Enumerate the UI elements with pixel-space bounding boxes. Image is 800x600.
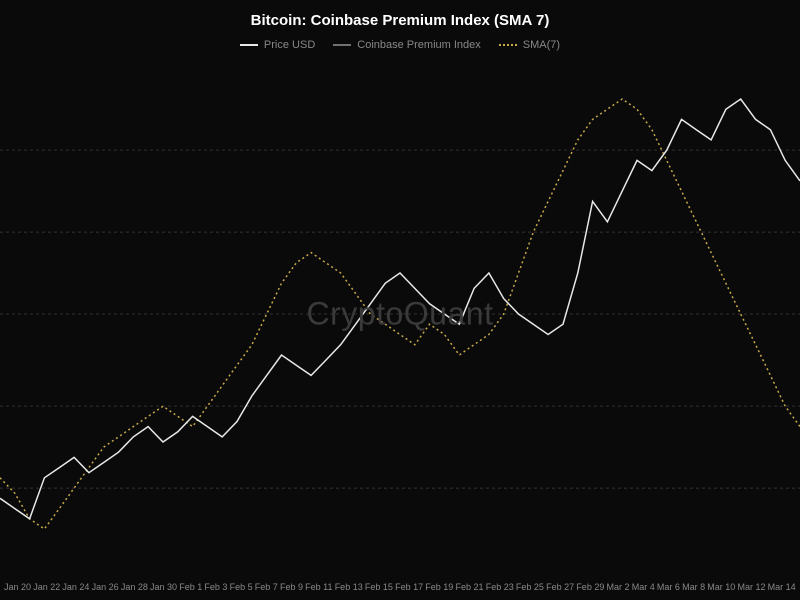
x-tick: Mar 12 [737, 582, 765, 592]
gridlines [0, 150, 800, 488]
chart-title: Bitcoin: Coinbase Premium Index (SMA 7) [0, 0, 800, 29]
x-tick: Feb 7 [255, 582, 278, 592]
legend-label-sma: SMA(7) [523, 39, 560, 51]
legend-item-premium[interactable]: Coinbase Premium Index [333, 39, 481, 51]
series-price-line [0, 99, 800, 519]
x-tick: Mar 14 [768, 582, 796, 592]
x-tick: Jan 26 [92, 582, 119, 592]
legend: Price USD Coinbase Premium Index SMA(7) [0, 39, 800, 51]
legend-swatch-price [240, 44, 258, 46]
x-tick: Mar 6 [657, 582, 680, 592]
legend-label-price: Price USD [264, 39, 315, 51]
x-tick: Feb 13 [335, 582, 363, 592]
x-tick: Jan 20 [4, 582, 31, 592]
x-tick: Jan 22 [33, 582, 60, 592]
x-tick: Jan 24 [62, 582, 89, 592]
x-tick: Mar 8 [682, 582, 705, 592]
plot-area: CryptoQuant [0, 58, 800, 570]
x-tick: Jan 28 [121, 582, 148, 592]
x-tick: Feb 11 [305, 582, 332, 592]
chart-svg [0, 58, 800, 570]
x-tick: Jan 30 [150, 582, 177, 592]
x-tick: Feb 29 [576, 582, 604, 592]
x-tick: Feb 25 [516, 582, 544, 592]
legend-item-price[interactable]: Price USD [240, 39, 315, 51]
x-tick: Mar 4 [632, 582, 655, 592]
x-axis: Jan 20Jan 22Jan 24Jan 26Jan 28Jan 30Feb … [0, 582, 800, 592]
x-tick: Feb 9 [280, 582, 303, 592]
x-tick: Feb 27 [546, 582, 574, 592]
x-tick: Feb 5 [230, 582, 253, 592]
legend-label-premium: Coinbase Premium Index [357, 39, 481, 51]
legend-swatch-premium [333, 44, 351, 46]
x-tick: Feb 15 [365, 582, 393, 592]
x-tick: Feb 3 [204, 582, 227, 592]
x-tick: Feb 19 [425, 582, 453, 592]
x-tick: Feb 17 [395, 582, 423, 592]
x-tick: Feb 23 [486, 582, 514, 592]
legend-swatch-sma [499, 44, 517, 46]
chart-container: Bitcoin: Coinbase Premium Index (SMA 7) … [0, 0, 800, 600]
legend-item-sma[interactable]: SMA(7) [499, 39, 560, 51]
x-tick: Feb 1 [179, 582, 202, 592]
x-tick: Mar 10 [707, 582, 735, 592]
x-tick: Mar 2 [607, 582, 630, 592]
x-tick: Feb 21 [456, 582, 484, 592]
